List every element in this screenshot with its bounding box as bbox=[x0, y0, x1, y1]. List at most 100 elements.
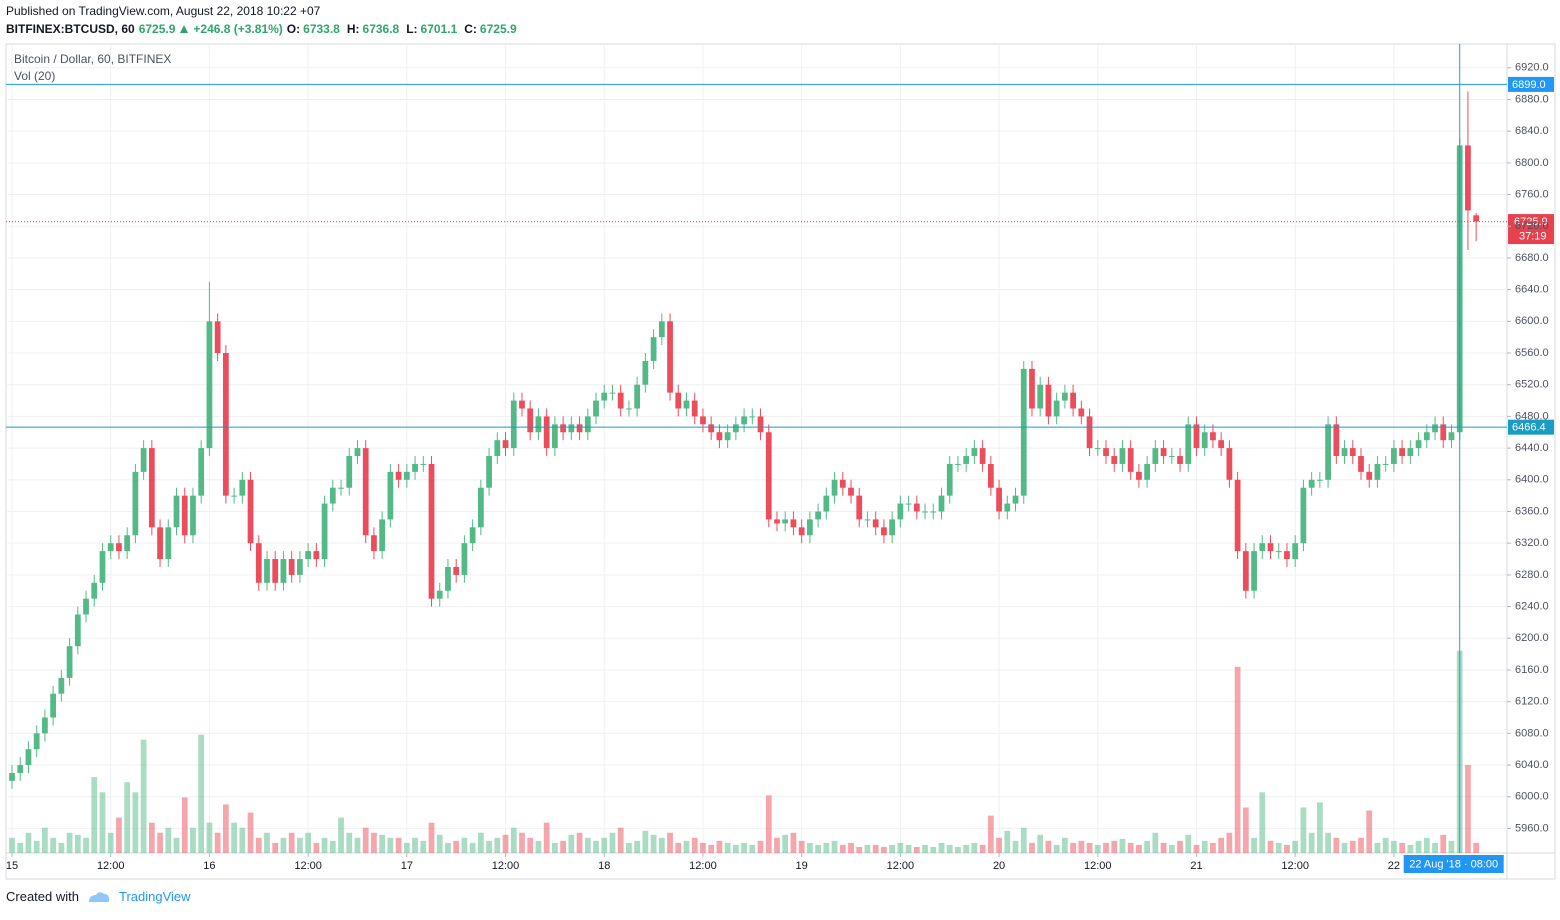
candle-body bbox=[420, 463, 427, 465]
volume-bar bbox=[362, 827, 369, 853]
x-tick-label: 12:00 bbox=[1084, 860, 1112, 872]
candle-body bbox=[461, 543, 468, 575]
volume-bar bbox=[313, 842, 320, 853]
candle-body bbox=[17, 765, 24, 773]
volume-bar bbox=[288, 832, 295, 853]
volume-bar bbox=[749, 844, 756, 853]
volume-bar bbox=[412, 837, 418, 853]
volume-bar bbox=[683, 840, 690, 853]
candle-body bbox=[198, 448, 205, 496]
candle-body bbox=[922, 511, 928, 513]
candle-body bbox=[132, 471, 139, 536]
volume-bar bbox=[173, 837, 180, 853]
candle-body bbox=[584, 416, 591, 433]
y-tick-label: 6760.0 bbox=[1515, 188, 1549, 200]
candle-body bbox=[1177, 456, 1183, 464]
volume-bar bbox=[477, 832, 484, 853]
candle-body bbox=[9, 772, 15, 781]
candle-body bbox=[1358, 456, 1364, 472]
candle-body bbox=[1440, 424, 1447, 441]
candle-body bbox=[445, 566, 451, 591]
volume-bar bbox=[1366, 810, 1373, 853]
candle-body bbox=[371, 535, 377, 552]
candle-body bbox=[593, 400, 599, 417]
volume-bar bbox=[1275, 842, 1282, 853]
candle-body bbox=[839, 479, 846, 488]
volume-bar bbox=[881, 846, 887, 853]
candle-body bbox=[1333, 424, 1340, 457]
volume-bar bbox=[1259, 792, 1266, 853]
candle-body bbox=[140, 448, 147, 472]
volume-bar bbox=[1448, 840, 1455, 853]
volume-bar bbox=[1152, 832, 1159, 853]
candle-body bbox=[25, 749, 32, 766]
candle-body bbox=[354, 448, 361, 457]
volume-bar bbox=[231, 822, 237, 853]
symbol-line: BITFINEX:BTCUSD, 60 6725.9 +246.8 (+3.81… bbox=[6, 22, 521, 36]
ohlc-key: L: bbox=[406, 22, 418, 36]
volume-bar bbox=[157, 832, 163, 853]
y-tick-label: 5960.0 bbox=[1515, 822, 1549, 834]
candle-body bbox=[823, 495, 830, 512]
candle-body bbox=[881, 527, 887, 536]
candle-body bbox=[626, 408, 632, 410]
volume-bar bbox=[543, 822, 550, 853]
volume-bar bbox=[124, 782, 131, 853]
volume-bar bbox=[971, 842, 978, 853]
volume-bar bbox=[17, 842, 24, 853]
candle-body bbox=[749, 416, 756, 418]
candle-body bbox=[1111, 456, 1118, 464]
candle-body bbox=[1103, 448, 1109, 457]
x-tick-label: 15 bbox=[6, 860, 18, 872]
candle-body bbox=[247, 479, 254, 544]
candle-body bbox=[387, 471, 394, 520]
candle-body bbox=[214, 321, 221, 354]
candle-body bbox=[1152, 448, 1159, 464]
volume-bar bbox=[1341, 842, 1348, 853]
volume-bar bbox=[214, 832, 221, 853]
volume-bar bbox=[329, 840, 336, 853]
candle-body bbox=[272, 559, 279, 583]
candle-body bbox=[774, 519, 780, 524]
volume-bar bbox=[700, 842, 706, 853]
volume-bar bbox=[1029, 842, 1035, 853]
candle-body bbox=[502, 440, 509, 449]
last-price-tag bbox=[1508, 214, 1554, 245]
candle-body bbox=[42, 717, 48, 734]
footer: Created with TradingView bbox=[6, 889, 191, 904]
price-line-label: 6899.0 bbox=[1512, 79, 1546, 91]
candle-body bbox=[535, 416, 542, 433]
candle-body bbox=[510, 400, 517, 449]
volume-bar bbox=[190, 827, 196, 853]
candle-body bbox=[1119, 448, 1126, 464]
volume-bar bbox=[436, 834, 443, 853]
candle-body bbox=[732, 424, 739, 433]
x-tick-label: 17 bbox=[401, 860, 413, 872]
candle-body bbox=[74, 614, 81, 647]
candle-body bbox=[1259, 543, 1266, 552]
volume-bar bbox=[650, 834, 657, 853]
volume-bar bbox=[930, 846, 937, 853]
candle-body bbox=[741, 416, 747, 425]
volume-bar bbox=[568, 834, 575, 853]
brand[interactable]: TradingView bbox=[118, 889, 191, 904]
volume-bar bbox=[675, 842, 682, 853]
candle-body bbox=[617, 392, 624, 409]
price-line-tag bbox=[1508, 76, 1554, 92]
volume-bar bbox=[716, 840, 723, 853]
x-tick-label: 20 bbox=[993, 860, 1005, 872]
volume-bar bbox=[206, 822, 213, 853]
volume-bar bbox=[9, 837, 15, 853]
candle-body bbox=[436, 590, 443, 599]
volume-bar bbox=[1144, 840, 1151, 853]
candle-body bbox=[1144, 463, 1151, 480]
volume-bar bbox=[634, 840, 641, 853]
published-line: Published on TradingView.com, August 22,… bbox=[6, 4, 321, 18]
candle-body bbox=[1423, 432, 1430, 441]
y-tick-label: 6880.0 bbox=[1515, 93, 1549, 105]
candle-body bbox=[1251, 551, 1257, 591]
volume-bar bbox=[527, 837, 534, 853]
ohlc-key: H: bbox=[346, 22, 360, 36]
change: +246.8 (+3.81%) bbox=[193, 22, 283, 36]
candle-body bbox=[913, 503, 920, 512]
